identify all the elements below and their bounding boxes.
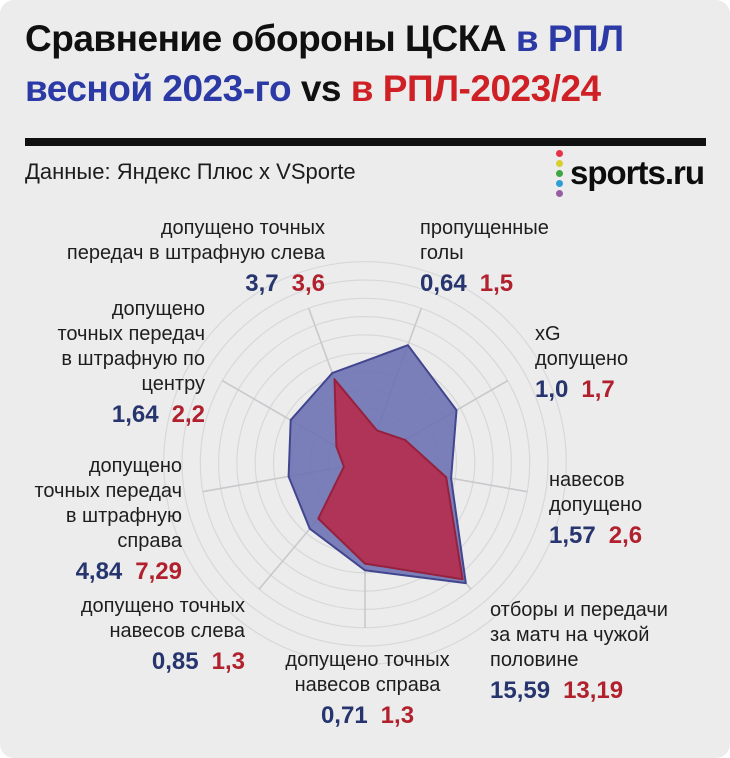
title-black-part: Сравнение обороны ЦСКА	[25, 18, 516, 59]
axis-tackles-passes-opp-half: отборы и передачи за матч на чужой полов…	[490, 598, 715, 703]
axis-label: xG допущено	[535, 323, 629, 370]
title-red-part: в РПЛ-2023/24	[350, 68, 601, 109]
value-spring-2023: 1,57	[549, 522, 596, 549]
value-2023-24: 13,19	[563, 677, 624, 704]
axis-values: 15,59 13,19	[490, 678, 715, 703]
axis-label: допущено точных навесов слева	[80, 595, 245, 642]
axis-label: отборы и передачи за матч на чужой полов…	[490, 599, 668, 671]
value-2023-24: 2,2	[171, 401, 205, 428]
axis-label: допущено точных передач в штрафную по це…	[57, 298, 205, 395]
value-2023-24: 1,5	[479, 270, 514, 297]
value-spring-2023: 15,59	[490, 677, 551, 704]
axis-goals-conceded: пропущенные голы 0,64 1,5	[420, 216, 600, 296]
value-spring-2023: 4,84	[75, 558, 123, 585]
sportsru-dots-icon	[555, 148, 563, 198]
value-2023-24: 7,29	[135, 558, 182, 585]
axis-values: 0,71 1,3	[250, 703, 485, 728]
axis-values: 0,85 1,3	[25, 649, 245, 674]
axis-label: допущено точных навесов справа	[285, 649, 450, 696]
value-spring-2023: 1,0	[535, 376, 569, 403]
axis-xg-allowed: xG допущено 1,0 1,7	[535, 322, 705, 402]
title-vs: vs	[300, 68, 351, 109]
axis-accurate-passes-box-center: допущено точных передач в штрафную по це…	[0, 297, 205, 427]
value-spring-2023: 1,64	[111, 401, 159, 428]
axis-label: пропущенные голы	[420, 217, 549, 264]
axis-label: допущено точных передач в штрафную слева	[66, 217, 325, 264]
axis-values: 1,64 2,2	[0, 402, 205, 427]
axis-values: 4,84 7,29	[0, 559, 182, 584]
value-2023-24: 3,6	[291, 270, 325, 297]
value-spring-2023: 0,85	[151, 648, 199, 675]
divider-bar	[25, 138, 706, 146]
sportsru-wordmark: sports.ru	[569, 154, 705, 191]
title-blue-part: в РПЛ	[515, 18, 624, 59]
title-blue-part2: весной 2023-го	[25, 68, 301, 109]
value-2023-24: 1,3	[380, 702, 415, 729]
value-2023-24: 1,3	[211, 648, 245, 675]
title-line-1: Сравнение обороны ЦСКА в РПЛ	[25, 14, 715, 64]
axis-values: 1,57 2,6	[549, 523, 719, 548]
axis-accurate-crosses-left: допущено точных навесов слева 0,85 1,3	[25, 594, 245, 674]
axis-accurate-passes-box-right: допущено точных передач в штрафную справ…	[0, 454, 182, 584]
value-2023-24: 1,7	[581, 376, 615, 403]
axis-values: 0,64 1,5	[420, 271, 600, 296]
axis-values: 1,0 1,7	[535, 377, 705, 402]
axis-crosses-allowed: навесов допущено 1,57 2,6	[549, 468, 719, 548]
value-spring-2023: 3,7	[245, 270, 279, 297]
axis-accurate-passes-box-left: допущено точных передач в штрафную слева…	[25, 216, 325, 296]
value-spring-2023: 0,71	[320, 702, 368, 729]
value-spring-2023: 0,64	[420, 270, 467, 297]
page-title: Сравнение обороны ЦСКА в РПЛ весной 2023…	[25, 14, 715, 114]
axis-label: навесов допущено	[549, 469, 643, 516]
value-2023-24: 2,6	[608, 522, 643, 549]
title-line-2: весной 2023-го vs в РПЛ-2023/24	[25, 64, 715, 114]
axis-values: 3,7 3,6	[25, 271, 325, 296]
data-source-caption: Данные: Яндекс Плюс x VSporte	[25, 159, 356, 184]
axis-accurate-crosses-right: допущено точных навесов справа 0,71 1,3	[250, 648, 485, 728]
sportsru-logo: sports.ru	[555, 148, 705, 198]
axis-label: допущено точных передач в штрафную справ…	[34, 455, 182, 552]
